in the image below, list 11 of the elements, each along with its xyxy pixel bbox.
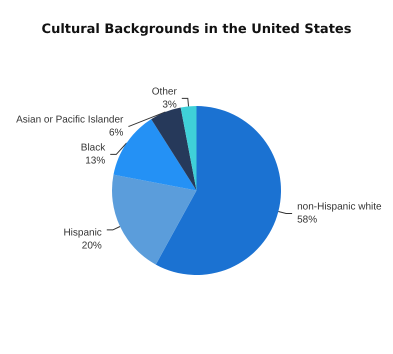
data-label: 6% bbox=[108, 127, 124, 138]
slice-label: non-Hispanic white bbox=[297, 202, 382, 213]
slice-label: Hispanic bbox=[63, 228, 102, 239]
slice-label: Black bbox=[80, 142, 106, 154]
data-label: 58% bbox=[297, 214, 318, 226]
chart-title: Cultural Backgrounds in the United States bbox=[42, 22, 352, 37]
slice-label: Asian or Pacific Islander bbox=[16, 114, 124, 126]
data-label: 13% bbox=[85, 155, 106, 166]
data-label: 20% bbox=[82, 240, 102, 252]
data-label: 3% bbox=[162, 99, 177, 110]
slice-label: Other bbox=[152, 86, 178, 98]
